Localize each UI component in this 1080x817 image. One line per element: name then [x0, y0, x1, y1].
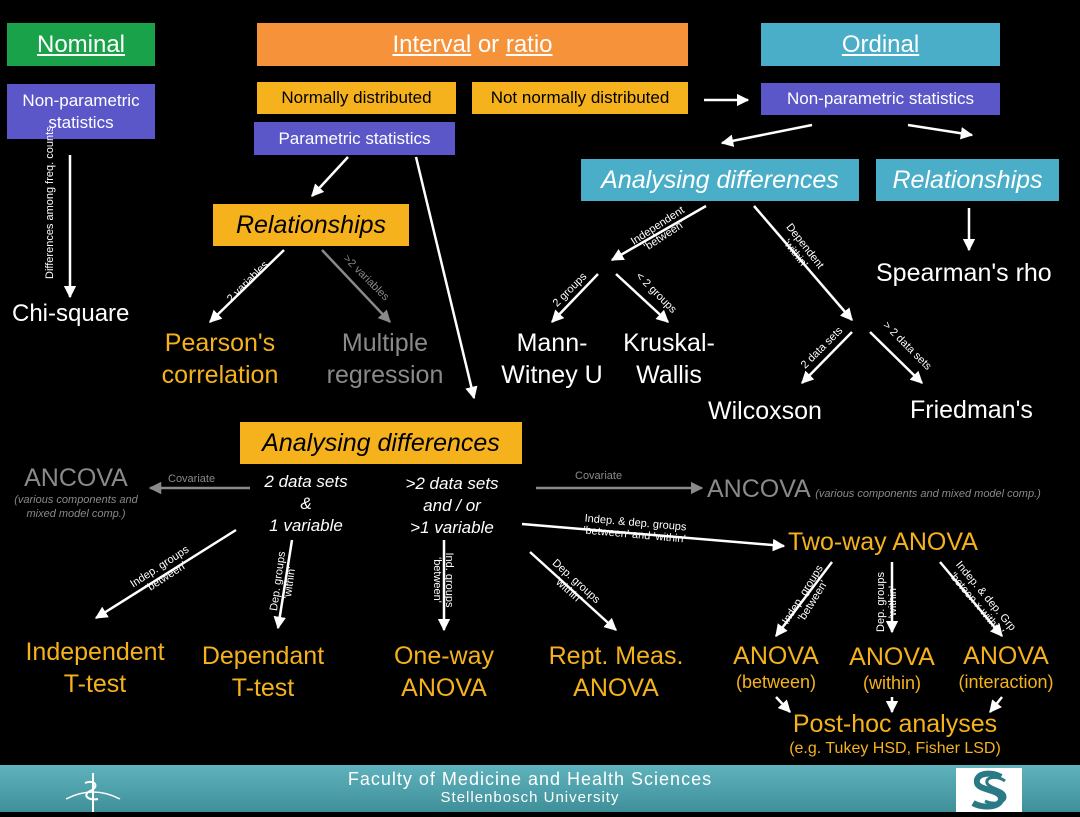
arrow-gt2-twoway: [521, 522, 786, 552]
normally-distributed-box: Normally distributed: [257, 82, 456, 114]
ordinal-nonparametric-box: Non-parametric statistics: [761, 83, 1000, 115]
arrow-2sets-dep-t: [273, 539, 294, 630]
ordinal-analysing-differences-box: Analysing differences: [581, 159, 859, 201]
rept-meas-anova-label: Rept. Meas. ANOVA: [548, 642, 684, 702]
two-way-anova-label: Two-way ANOVA: [788, 528, 978, 556]
one-way-anova-label: One-way ANOVA: [393, 642, 495, 702]
not-normally-distributed-box: Not normally distributed: [472, 82, 688, 114]
parametric-statistics-box: Parametric statistics: [254, 122, 455, 155]
spearmans-rho-label: Spearman's rho: [876, 259, 1052, 287]
nominal-header: Nominal: [7, 23, 155, 66]
multiple-regression-label: Multiple regression: [326, 329, 444, 389]
ratio-title: ratio: [505, 30, 553, 58]
independent-t-test-label: Independent T-test: [25, 638, 165, 698]
stellenbosch-logo-icon: [956, 768, 1022, 812]
ordinal-title: Ordinal: [841, 30, 920, 58]
nominal-nonparametric-label: Non-parametric statistics: [22, 90, 140, 132]
arrow-ad-dep: [753, 205, 853, 321]
gt2-data-sets-label: >2 data sets and / or >1 variable: [405, 474, 499, 537]
nominal-nonparametric-box: Non-parametric statistics: [7, 84, 155, 139]
edge-label-twoway-dep: Dep. groups 'within': [875, 572, 899, 632]
interval-title: Interval: [392, 30, 472, 58]
faculty-logo-icon: [60, 769, 126, 812]
arrow-dep-wilcoxon: [801, 331, 853, 384]
arrow-inter-posthoc: [989, 696, 1003, 713]
arrow-param-analysing: [414, 156, 478, 400]
post-hoc-analyses-label: Post-hoc analyses (e.g. Tukey HSD, Fishe…: [789, 710, 1001, 757]
arrow-rel-pearson: [209, 249, 285, 323]
nominal-title: Nominal: [36, 30, 126, 58]
faculty-name: Faculty of Medicine and Health Sciences …: [347, 769, 713, 806]
arrow-dep-friedman: [869, 331, 923, 384]
anova-interaction-label: ANOVA (interaction): [958, 642, 1054, 692]
edge-label-ind-groups-between: Ind. groups 'between': [431, 552, 455, 608]
edge-label-freq-counts: Differences among freq. counts: [44, 126, 56, 279]
arrow-param-relationships: [311, 156, 349, 197]
ancova-right-label: ANCOVA (various components and mixed mod…: [707, 475, 1041, 503]
arrow-twoway-between: [775, 561, 833, 637]
arrow-ad-indep: [610, 204, 707, 262]
or-word: or: [471, 30, 506, 58]
arrow-indep-kruskal: [615, 273, 669, 323]
anova-within-label: ANOVA (within): [849, 643, 935, 693]
covariate-left-label: Covariate: [168, 473, 216, 485]
ordinal-relationships-box: Relationships: [876, 159, 1059, 201]
interval-analysing-differences-box: Analysing differences: [240, 422, 522, 464]
arrow-rel-multiple: [321, 249, 391, 323]
mann-witney-label: Mann- Witney U: [501, 329, 603, 389]
covariate-right-label: Covariate: [575, 470, 623, 482]
arrow-2sets-indep-t: [94, 528, 237, 620]
arrow-ord-relationships: [907, 123, 974, 140]
pearson-correlation-label: Pearson's correlation: [161, 329, 279, 389]
ancova-left-label: ANCOVA (various components and mixed mod…: [14, 464, 138, 520]
dependant-t-test-label: Dependant T-test: [201, 642, 325, 702]
two-data-sets-label: 2 data sets & 1 variable: [264, 472, 348, 535]
arrow-between-posthoc: [775, 696, 791, 713]
anova-between-label: ANOVA (between): [733, 642, 819, 692]
interval-ratio-header: Interval or ratio: [257, 23, 688, 66]
interval-relationships-box: Relationships: [213, 204, 409, 246]
arrow-gt2-rm: [529, 551, 617, 631]
kruskal-wallis-label: Kruskal- Wallis: [623, 329, 715, 389]
friedmans-label: Friedman's: [910, 396, 1033, 424]
wilcoxson-label: Wilcoxson: [708, 397, 822, 425]
arrow-indep-mann: [551, 273, 599, 323]
ordinal-header: Ordinal: [761, 23, 1000, 66]
chi-square-label: Chi-square: [12, 300, 130, 327]
arrow-twoway-inter: [939, 561, 1003, 637]
footer-bar: Faculty of Medicine and Health Sciences …: [0, 765, 1080, 812]
arrow-ord-analysing: [720, 123, 813, 147]
